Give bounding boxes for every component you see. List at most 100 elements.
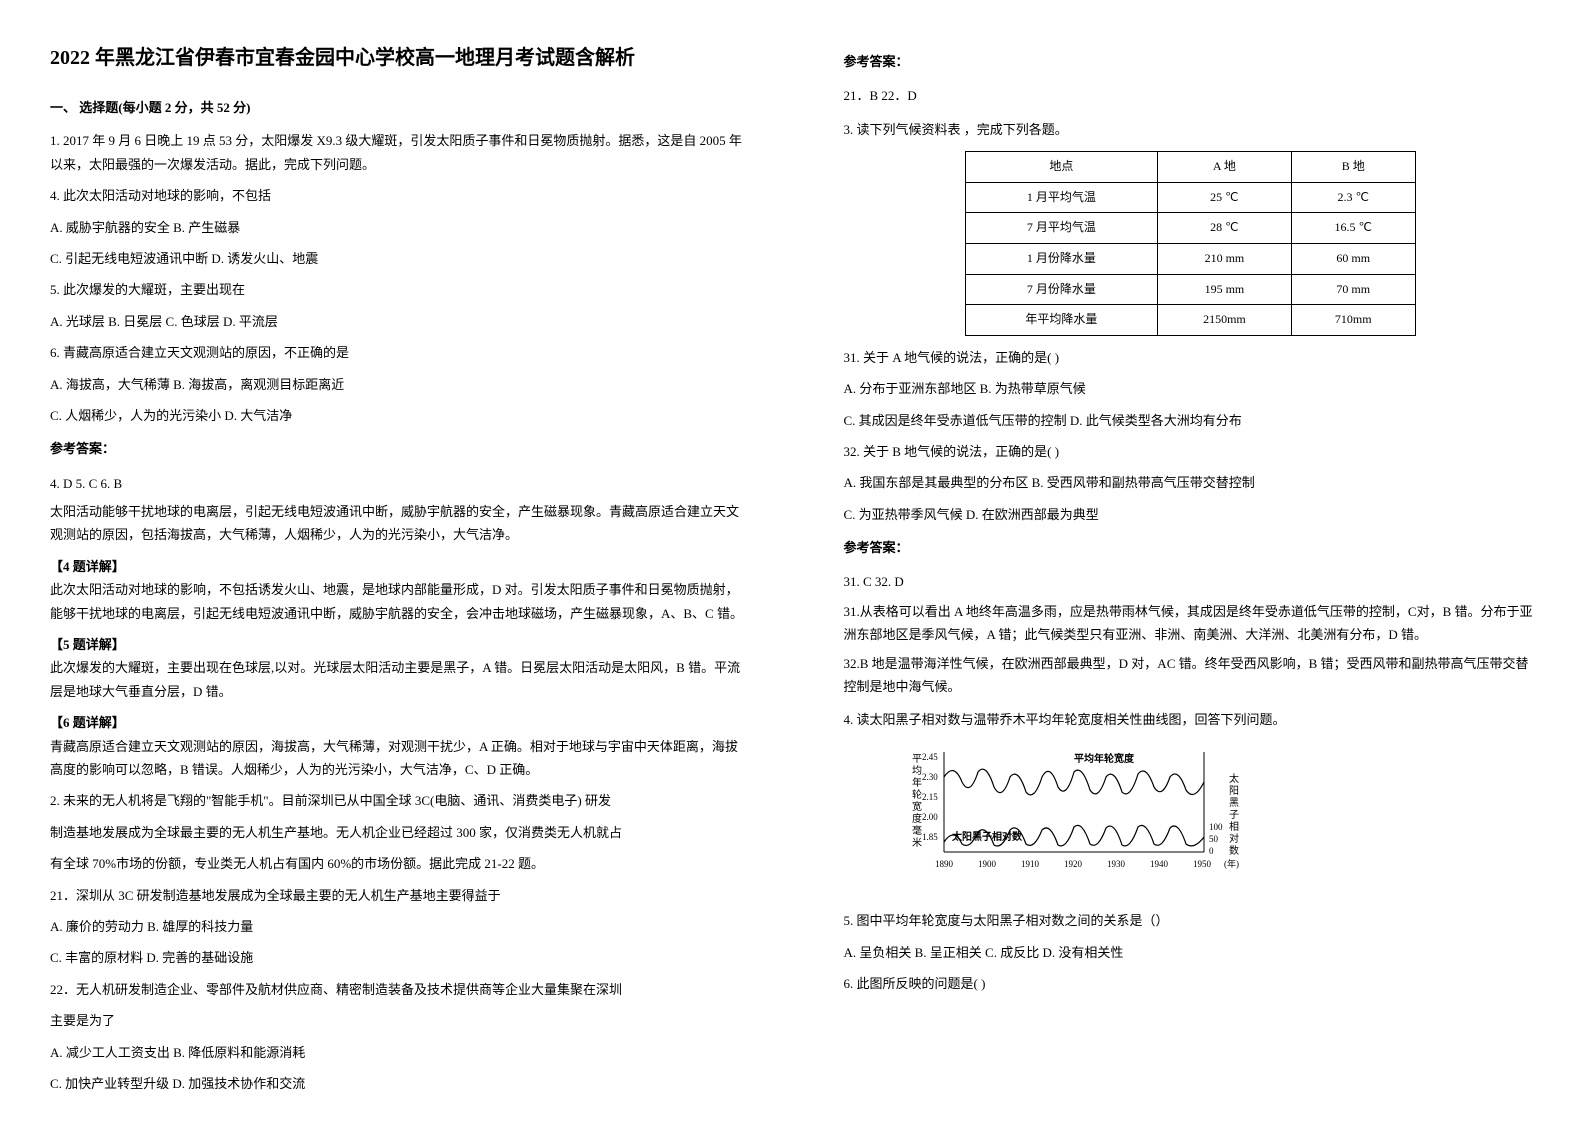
svg-text:阳: 阳 xyxy=(1229,785,1239,797)
climate-table: 地点 A 地 B 地 1 月平均气温 25 ℃ 2.3 ℃ 7 月平均气温 28… xyxy=(965,151,1416,336)
q3-intro: 3. 读下列气候资料表 ，完成下列各题。 xyxy=(844,118,1538,141)
q21-a: A. 廉价的劳动力 B. 雄厚的科技力量 xyxy=(50,915,744,938)
svg-text:数: 数 xyxy=(1229,844,1239,857)
exp4: 此次太阳活动对地球的影响，不包括诱发火山、地震，是地球内部能量形成，D 对。引发… xyxy=(50,578,744,625)
ans1-exp: 太阳活动能够干扰地球的电离层，引起无线电短波通讯中断，威胁宇航器的安全，产生磁暴… xyxy=(50,500,744,547)
xtick: 1900 xyxy=(978,859,997,869)
ans2: 21．B 22．D xyxy=(844,84,1538,107)
x-unit: (年) xyxy=(1224,858,1239,869)
ans1: 4. D 5. C 6. B xyxy=(50,472,744,495)
ans3: 31. C 32. D xyxy=(844,570,1538,593)
section-header: 一、 选择题(每小题 2 分，共 52 分) xyxy=(50,96,744,119)
svg-text:轮: 轮 xyxy=(912,788,922,801)
q6-text2: 6. 此图所反映的问题是( ) xyxy=(844,972,1538,995)
td: 年平均降水量 xyxy=(965,305,1157,336)
q5-opts2: A. 呈负相关 B. 呈正相关 C. 成反比 D. 没有相关性 xyxy=(844,941,1538,964)
svg-text:度: 度 xyxy=(912,812,922,825)
th: B 地 xyxy=(1291,152,1415,183)
q4-text: 4. 此次太阳活动对地球的影响，不包括 xyxy=(50,184,744,207)
td: 7 月平均气温 xyxy=(965,213,1157,244)
ytick: 2.15 xyxy=(922,792,938,802)
td: 28 ℃ xyxy=(1157,213,1291,244)
answer-header-3: 参考答案： xyxy=(844,536,1538,559)
ytick: 2.45 xyxy=(922,752,938,762)
q4-opts: A. 威胁宇航器的安全 B. 产生磁暴 xyxy=(50,216,744,239)
q22: 22．无人机研发制造企业、零部件及航材供应商、精密制造装备及技术提供商等企业大量… xyxy=(50,978,744,1001)
xtick: 1930 xyxy=(1107,859,1126,869)
ytick: 2.30 xyxy=(922,772,938,782)
th: 地点 xyxy=(965,152,1157,183)
q4-opts2: C. 引起无线电短波通讯中断 D. 诱发火山、地震 xyxy=(50,247,744,270)
q6-text: 6. 青藏高原适合建立天文观测站的原因，不正确的是 xyxy=(50,341,744,364)
y-label: 平 xyxy=(912,754,922,765)
td: 1 月份降水量 xyxy=(965,243,1157,274)
td: 7 月份降水量 xyxy=(965,274,1157,305)
q31: 31. 关于 A 地气候的说法，正确的是( ) xyxy=(844,346,1538,369)
q2-intro2: 制造基地发展成为全球最主要的无人机生产基地。无人机企业已经超过 300 家，仅消… xyxy=(50,821,744,844)
ytick: 1.85 xyxy=(922,832,938,842)
xtick: 1920 xyxy=(1064,859,1083,869)
exp5: 此次爆发的大耀斑，主要出现在色球层,以对。光球层太阳活动主要是黑子，A 错。日冕… xyxy=(50,656,744,703)
table-row: 1 月平均气温 25 ℃ 2.3 ℃ xyxy=(965,182,1415,213)
td: 710mm xyxy=(1291,305,1415,336)
ytick: 2.00 xyxy=(922,812,938,822)
svg-text:子: 子 xyxy=(1229,809,1239,821)
page-title: 2022 年黑龙江省伊春市宜春金园中心学校高一地理月考试题含解析 xyxy=(50,40,744,76)
svg-text:相: 相 xyxy=(1229,820,1239,833)
chart-svg: 平 均 年 轮 宽 度 毫 米 2.45 2.30 2.15 2.00 1.85… xyxy=(904,742,1244,892)
q1-intro: 1. 2017 年 9 月 6 日晚上 19 点 53 分，太阳爆发 X9.3 … xyxy=(50,129,744,176)
td: 70 mm xyxy=(1291,274,1415,305)
q22-a: A. 减少工人工资支出 B. 降低原料和能源消耗 xyxy=(50,1041,744,1064)
q6-opts2: C. 人烟稀少，人为的光污染小 D. 大气洁净 xyxy=(50,404,744,427)
table-row: 7 月份降水量 195 mm 70 mm xyxy=(965,274,1415,305)
y2tick: 0 xyxy=(1209,846,1214,856)
svg-text:均: 均 xyxy=(912,765,922,777)
td: 210 mm xyxy=(1157,243,1291,274)
q32-a: A. 我国东部是其最典型的分布区 B. 受西风带和副热带高气压带交替控制 xyxy=(844,471,1538,494)
q6-opts: A. 海拔高，大气稀薄 B. 海拔高，离观测目标距离近 xyxy=(50,373,744,396)
svg-text:黑: 黑 xyxy=(1229,797,1239,809)
answer-header: 参考答案： xyxy=(50,437,744,460)
exp4-header: 【4 题详解】 xyxy=(50,555,744,578)
q2-intro1: 2. 未来的无人机将是飞翔的"智能手机"。目前深圳已从中国全球 3C(电脑、通讯… xyxy=(50,789,744,812)
xtick: 1950 xyxy=(1193,859,1212,869)
q22-b: C. 加快产业转型升级 D. 加强技术协作和交流 xyxy=(50,1072,744,1095)
y2tick: 100 xyxy=(1209,822,1223,832)
exp5-header: 【5 题详解】 xyxy=(50,633,744,656)
exp6-header: 【6 题详解】 xyxy=(50,711,744,734)
svg-text:年: 年 xyxy=(912,776,922,789)
xtick: 1940 xyxy=(1150,859,1169,869)
q5-text2: 5. 图中平均年轮宽度与太阳黑子相对数之间的关系是（） xyxy=(844,909,1538,932)
q32: 32. 关于 B 地气候的说法，正确的是( ) xyxy=(844,440,1538,463)
q4-intro: 4. 读太阳黑子相对数与温带乔木平均年轮宽度相关性曲线图，回答下列问题。 xyxy=(844,708,1538,731)
svg-text:毫: 毫 xyxy=(912,824,922,837)
table-row: 7 月平均气温 28 ℃ 16.5 ℃ xyxy=(965,213,1415,244)
q21: 21．深圳从 3C 研发制造基地发展成为全球最主要的无人机生产基地主要得益于 xyxy=(50,884,744,907)
q21-b: C. 丰富的原材料 D. 完善的基础设施 xyxy=(50,946,744,969)
q22b: 主要是为了 xyxy=(50,1009,744,1032)
td: 1 月平均气温 xyxy=(965,182,1157,213)
xtick: 1890 xyxy=(935,859,954,869)
ans3-exp1: 31.从表格可以看出 A 地终年高温多雨，应是热带雨林气候，其成因是终年受赤道低… xyxy=(844,600,1538,647)
table-row: 年平均降水量 2150mm 710mm xyxy=(965,305,1415,336)
svg-text:对: 对 xyxy=(1229,832,1239,845)
td: 60 mm xyxy=(1291,243,1415,274)
td: 16.5 ℃ xyxy=(1291,213,1415,244)
legend1: 平均年轮宽度 xyxy=(1074,752,1135,765)
table-row: 1 月份降水量 210 mm 60 mm xyxy=(965,243,1415,274)
sunspot-chart: 平 均 年 轮 宽 度 毫 米 2.45 2.30 2.15 2.00 1.85… xyxy=(904,742,1244,899)
ring-width-line xyxy=(944,769,1204,795)
exp6: 青藏高原适合建立天文观测站的原因，海拔高，大气稀薄，对观测干扰少，A 正确。相对… xyxy=(50,735,744,782)
answer-header-2: 参考答案： xyxy=(844,50,1538,73)
th: A 地 xyxy=(1157,152,1291,183)
td: 195 mm xyxy=(1157,274,1291,305)
td: 2.3 ℃ xyxy=(1291,182,1415,213)
svg-text:太: 太 xyxy=(1229,772,1239,785)
q32-b: C. 为亚热带季风气候 D. 在欧洲西部最为典型 xyxy=(844,503,1538,526)
q2-intro3: 有全球 70%市场的份额，专业类无人机占有国内 60%的市场份额。据此完成 21… xyxy=(50,852,744,875)
svg-text:宽: 宽 xyxy=(912,800,922,813)
q5-opts: A. 光球层 B. 日冕层 C. 色球层 D. 平流层 xyxy=(50,310,744,333)
td: 2150mm xyxy=(1157,305,1291,336)
q31-b: C. 其成因是终年受赤道低气压带的控制 D. 此气候类型各大洲均有分布 xyxy=(844,409,1538,432)
svg-text:米: 米 xyxy=(912,836,922,849)
